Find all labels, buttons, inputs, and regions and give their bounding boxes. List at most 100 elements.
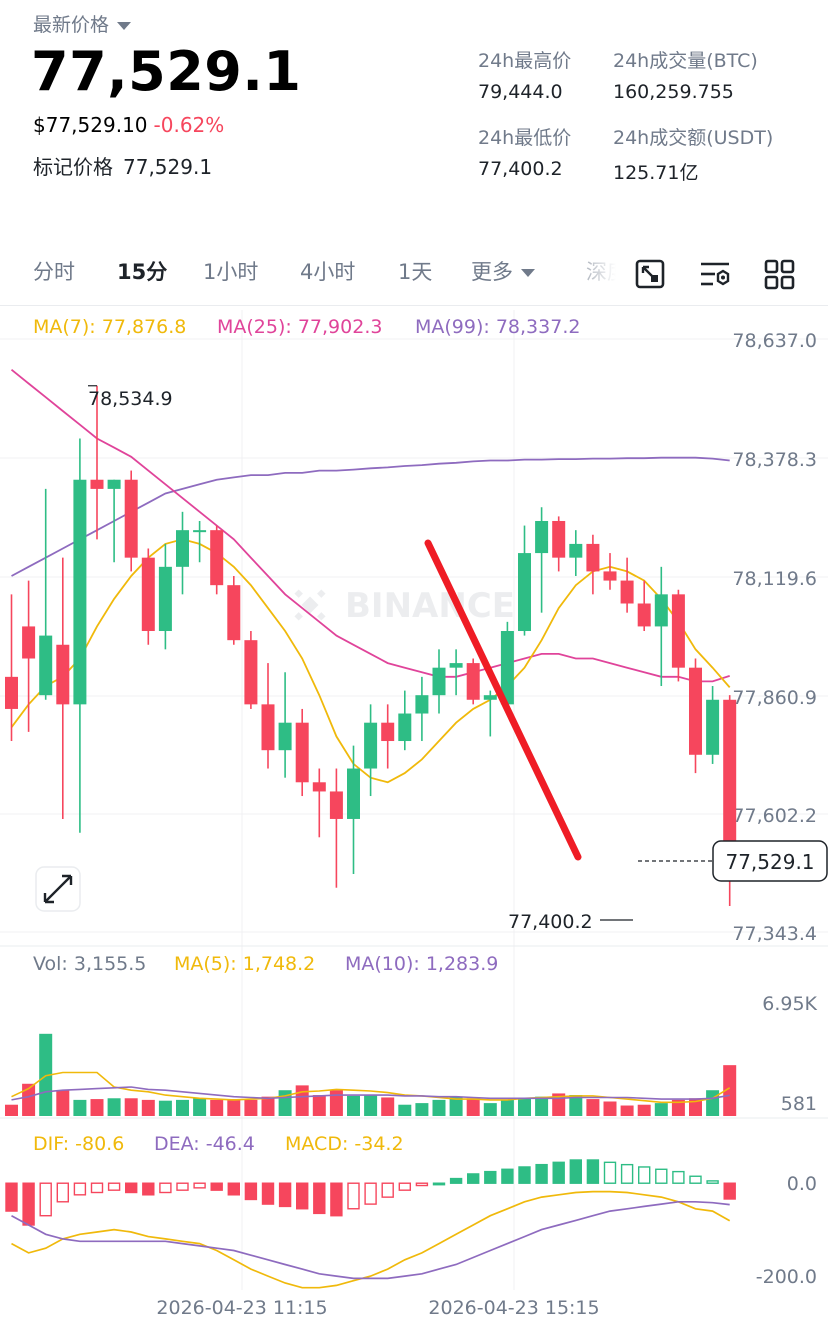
macd-bar-8 bbox=[142, 1182, 155, 1196]
candle-33 bbox=[569, 530, 583, 576]
candle-6 bbox=[107, 479, 121, 563]
candle-14 bbox=[244, 631, 258, 709]
macd-bar-26 bbox=[449, 1177, 463, 1184]
legend-vol: Vol: 3,155.5 bbox=[33, 953, 146, 975]
volume-bar-22 bbox=[381, 1097, 395, 1116]
high-marker: 78,534.9 bbox=[88, 385, 173, 410]
candle-body bbox=[295, 722, 309, 783]
macd-bar-42 bbox=[723, 1182, 736, 1200]
volume-bar-25 bbox=[432, 1099, 446, 1116]
macd-lines bbox=[11, 1190, 731, 1289]
candle-body bbox=[158, 566, 172, 632]
volume-bar-41 bbox=[706, 1090, 720, 1116]
volume-bar-12 bbox=[210, 1099, 224, 1116]
candle-body bbox=[22, 626, 36, 659]
volume-bar-34 bbox=[586, 1099, 600, 1116]
candle-29 bbox=[500, 621, 514, 709]
macd-bar-2 bbox=[39, 1182, 52, 1217]
macd-bar-32 bbox=[552, 1161, 565, 1184]
candle-23 bbox=[398, 690, 412, 751]
indicator-settings-icon[interactable] bbox=[697, 256, 733, 292]
macd-bar-37 bbox=[638, 1166, 651, 1184]
candle-31 bbox=[535, 507, 549, 613]
price-tick-1: 78,378.3 bbox=[732, 449, 817, 471]
layout-grid-icon[interactable] bbox=[761, 256, 797, 292]
ma25-line bbox=[10, 368, 730, 683]
candle-30 bbox=[518, 525, 531, 636]
macd-bar-19 bbox=[330, 1182, 343, 1217]
current-price-tag[interactable] bbox=[712, 840, 828, 882]
price-tick-5: 77,343.4 bbox=[732, 923, 817, 945]
macd-bar-24 bbox=[415, 1182, 429, 1187]
volume-bar-18 bbox=[312, 1095, 326, 1116]
tab-4h[interactable]: 4小时 bbox=[300, 260, 356, 284]
tab-1d[interactable]: 1天 bbox=[398, 260, 433, 284]
volume-bars bbox=[5, 1033, 737, 1116]
macd-bar-29 bbox=[501, 1168, 514, 1184]
candle-18 bbox=[312, 768, 326, 838]
candle-15 bbox=[261, 663, 275, 769]
ma99-line bbox=[11, 456, 730, 577]
price-label[interactable]: 最新价格 bbox=[33, 10, 132, 37]
volume-bar-1 bbox=[22, 1083, 36, 1116]
tab-time[interactable]: 分时 bbox=[33, 260, 75, 284]
high-marker-label: 78,534.9 bbox=[88, 388, 173, 410]
candle-body bbox=[329, 791, 343, 819]
candle-21 bbox=[364, 704, 378, 797]
volume-bar-21 bbox=[364, 1095, 378, 1116]
candle-20 bbox=[347, 745, 360, 874]
time-tick-0: 2026-04-23 11:15 bbox=[156, 1297, 327, 1319]
candle-10 bbox=[176, 511, 189, 595]
candle-2 bbox=[39, 488, 53, 700]
fullscreen-icon[interactable] bbox=[632, 256, 668, 292]
expand-button[interactable] bbox=[35, 866, 81, 912]
candle-body bbox=[5, 676, 18, 709]
price-axis: 78,637.0 78,378.3 78,119.6 77,860.9 77,602.2… bbox=[732, 330, 817, 945]
stat-24h-high: 24h最高价 79,444.0 bbox=[478, 50, 572, 103]
candle-body bbox=[73, 479, 87, 705]
macd-bar-3 bbox=[56, 1182, 69, 1203]
candle-36 bbox=[620, 557, 634, 613]
time-tick-1: 2026-04-23 15:15 bbox=[428, 1297, 599, 1319]
volume-bar-17 bbox=[295, 1085, 309, 1116]
tab-fade bbox=[560, 240, 640, 300]
macd-bar-34 bbox=[586, 1159, 600, 1184]
tab-15m[interactable]: 15分 bbox=[117, 260, 168, 284]
candle-9 bbox=[158, 543, 172, 650]
legend-vol-ma10: MA(10): 1,283.9 bbox=[345, 953, 498, 975]
candle-17 bbox=[295, 708, 309, 797]
volume-axis: 6.95K 581 bbox=[762, 993, 817, 1115]
volume-bar-35 bbox=[603, 1101, 617, 1116]
volume-bar-3 bbox=[56, 1090, 70, 1116]
macd-bar-38 bbox=[655, 1168, 668, 1184]
chevron-down-icon bbox=[521, 269, 535, 277]
tab-1h[interactable]: 1小时 bbox=[203, 260, 259, 284]
tab-more[interactable]: 更多 bbox=[471, 256, 535, 286]
candle-body bbox=[552, 520, 566, 558]
watermark-text: BINANCE bbox=[345, 586, 515, 626]
macd-bar-40 bbox=[689, 1175, 702, 1184]
candle-5 bbox=[90, 385, 104, 540]
candle-8 bbox=[141, 548, 155, 645]
macd-bar-7 bbox=[124, 1182, 138, 1194]
low-marker-label: 77,400.2 bbox=[508, 911, 593, 933]
macd-bar-1 bbox=[22, 1182, 35, 1226]
dea-line bbox=[11, 1200, 730, 1280]
candle-body bbox=[261, 704, 275, 751]
volume-bar-36 bbox=[620, 1105, 634, 1116]
candle-7 bbox=[124, 470, 138, 572]
volume-bar-10 bbox=[176, 1099, 189, 1116]
tabs-divider bbox=[0, 305, 828, 306]
candle-body bbox=[124, 479, 138, 558]
candle-1 bbox=[22, 580, 36, 732]
candle-body bbox=[107, 479, 121, 489]
legend-dea: DEA: -46.4 bbox=[154, 1133, 255, 1155]
price-tick-4: 77,602.2 bbox=[732, 805, 817, 827]
candle-27 bbox=[466, 658, 480, 705]
candle-body bbox=[381, 722, 395, 742]
macd-bar-31 bbox=[535, 1163, 548, 1184]
macd-bar-12 bbox=[210, 1182, 223, 1191]
volume-bar-31 bbox=[535, 1096, 549, 1116]
candle-body bbox=[90, 479, 104, 489]
